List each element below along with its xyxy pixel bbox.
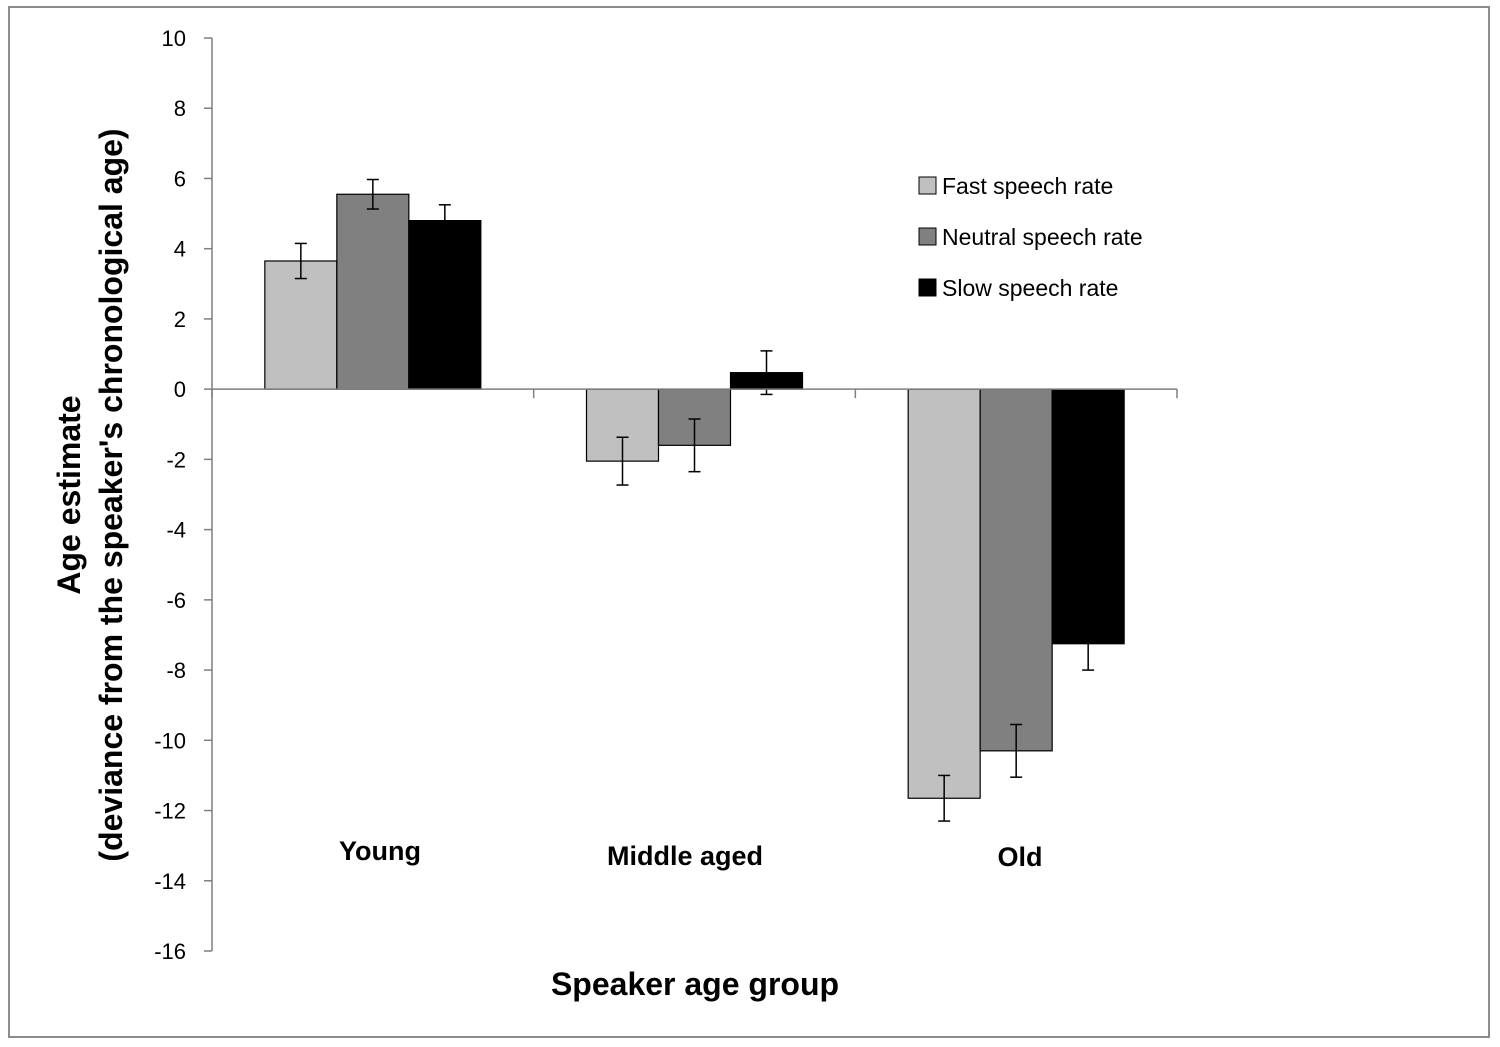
y-axis-title: Age estimate <box>51 395 87 594</box>
bar <box>907 388 981 799</box>
bar <box>1051 388 1125 645</box>
chart-frame <box>8 6 1490 1038</box>
y-tick-label: 2 <box>174 307 186 332</box>
y-tick-label: -2 <box>166 447 186 472</box>
bar <box>336 193 410 390</box>
x-axis-title: Speaker age group <box>551 966 839 1002</box>
legend-swatch <box>918 278 937 297</box>
legend-label: Fast speech rate <box>942 173 1113 199</box>
x-category-label: Middle aged <box>607 841 763 871</box>
labels-layer: 10 8 6 4 2 0 -2 -4 -6 -8 -10 -12 -14 -16 Young Middle a… <box>154 26 1042 964</box>
x-category-label: Young <box>339 836 421 866</box>
axes-layer <box>204 37 1178 952</box>
legend-swatch <box>918 176 937 195</box>
y-tick-label: -4 <box>166 518 186 543</box>
y-tick-label: -12 <box>154 799 186 824</box>
bar <box>408 220 482 390</box>
x-category-label: Old <box>998 842 1043 872</box>
bar <box>979 388 1053 752</box>
bars-layer <box>264 178 1125 822</box>
y-tick-label: -14 <box>154 869 186 894</box>
y-tick-label: 0 <box>174 377 186 402</box>
y-tick-label: 8 <box>174 96 186 121</box>
y-tick-label: -6 <box>166 588 186 613</box>
y-tick-label: 10 <box>162 26 186 51</box>
y-tick-label: 6 <box>174 166 186 191</box>
legend-swatch <box>918 227 937 246</box>
y-tick-label: -16 <box>154 939 186 964</box>
y-tick-label: -10 <box>154 728 186 753</box>
legend-label: Slow speech rate <box>942 275 1118 301</box>
y-tick-label: 4 <box>174 237 186 262</box>
y-tick-label: -8 <box>166 658 186 683</box>
y-axis-subtitle: (deviance from the speaker's chronologic… <box>93 128 129 861</box>
legend: Fast speech rate Neutral speech rate Slow … <box>918 173 1143 301</box>
bar <box>264 260 338 390</box>
legend-label: Neutral speech rate <box>942 224 1143 250</box>
